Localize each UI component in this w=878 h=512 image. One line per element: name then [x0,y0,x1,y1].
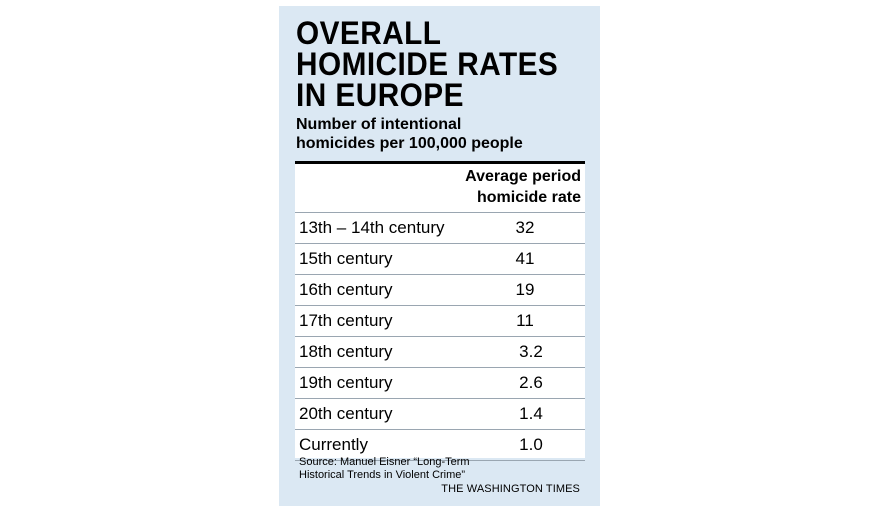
period-label: 15th century [299,249,393,268]
period-label: 19th century [299,373,393,392]
chart-subtitle: Number of intentional homicides per 100,… [296,116,523,152]
rate-value: 41 [515,249,535,268]
table-top-rule [295,161,585,164]
infographic-panel: OVERALL HOMICIDE RATES IN EUROPE Number … [279,6,600,506]
table-row: 13th – 14th century 32 [295,212,585,243]
table-row: Currently 1.0 [295,429,585,460]
rate-value: 19 [515,280,535,299]
period-label: 18th century [299,342,393,361]
table-bottom-rule [295,460,585,461]
rate-value: 1.0 [519,435,543,454]
period-label: Currently [299,435,368,454]
period-label: 17th century [299,311,393,330]
homicide-rate-table: Average period homicide rate 13th – 14th… [295,161,585,461]
table-row: 15th century 41 [295,243,585,274]
period-label: 13th – 14th century [299,218,445,237]
rate-value: 1.4 [519,404,543,423]
period-label: 20th century [299,404,393,423]
table-row: 20th century 1.4 [295,398,585,429]
table-row: 19th century 2.6 [295,367,585,398]
rate-value: 32 [515,218,535,237]
table-row: 17th century 11 [295,305,585,336]
source-note: Source: Manuel Eisner “Long-Term Histori… [299,456,470,481]
table-row: 16th century 19 [295,274,585,305]
table-row: 18th century 3.2 [295,336,585,367]
rate-value: 3.2 [519,342,543,361]
publisher-credit: THE WASHINGTON TIMES [441,483,580,495]
rate-value: 2.6 [519,373,543,392]
column-header-rate: Average period homicide rate [465,168,581,206]
chart-title: OVERALL HOMICIDE RATES IN EUROPE [296,15,559,113]
rate-value: 11 [516,311,534,330]
period-label: 16th century [299,280,393,299]
